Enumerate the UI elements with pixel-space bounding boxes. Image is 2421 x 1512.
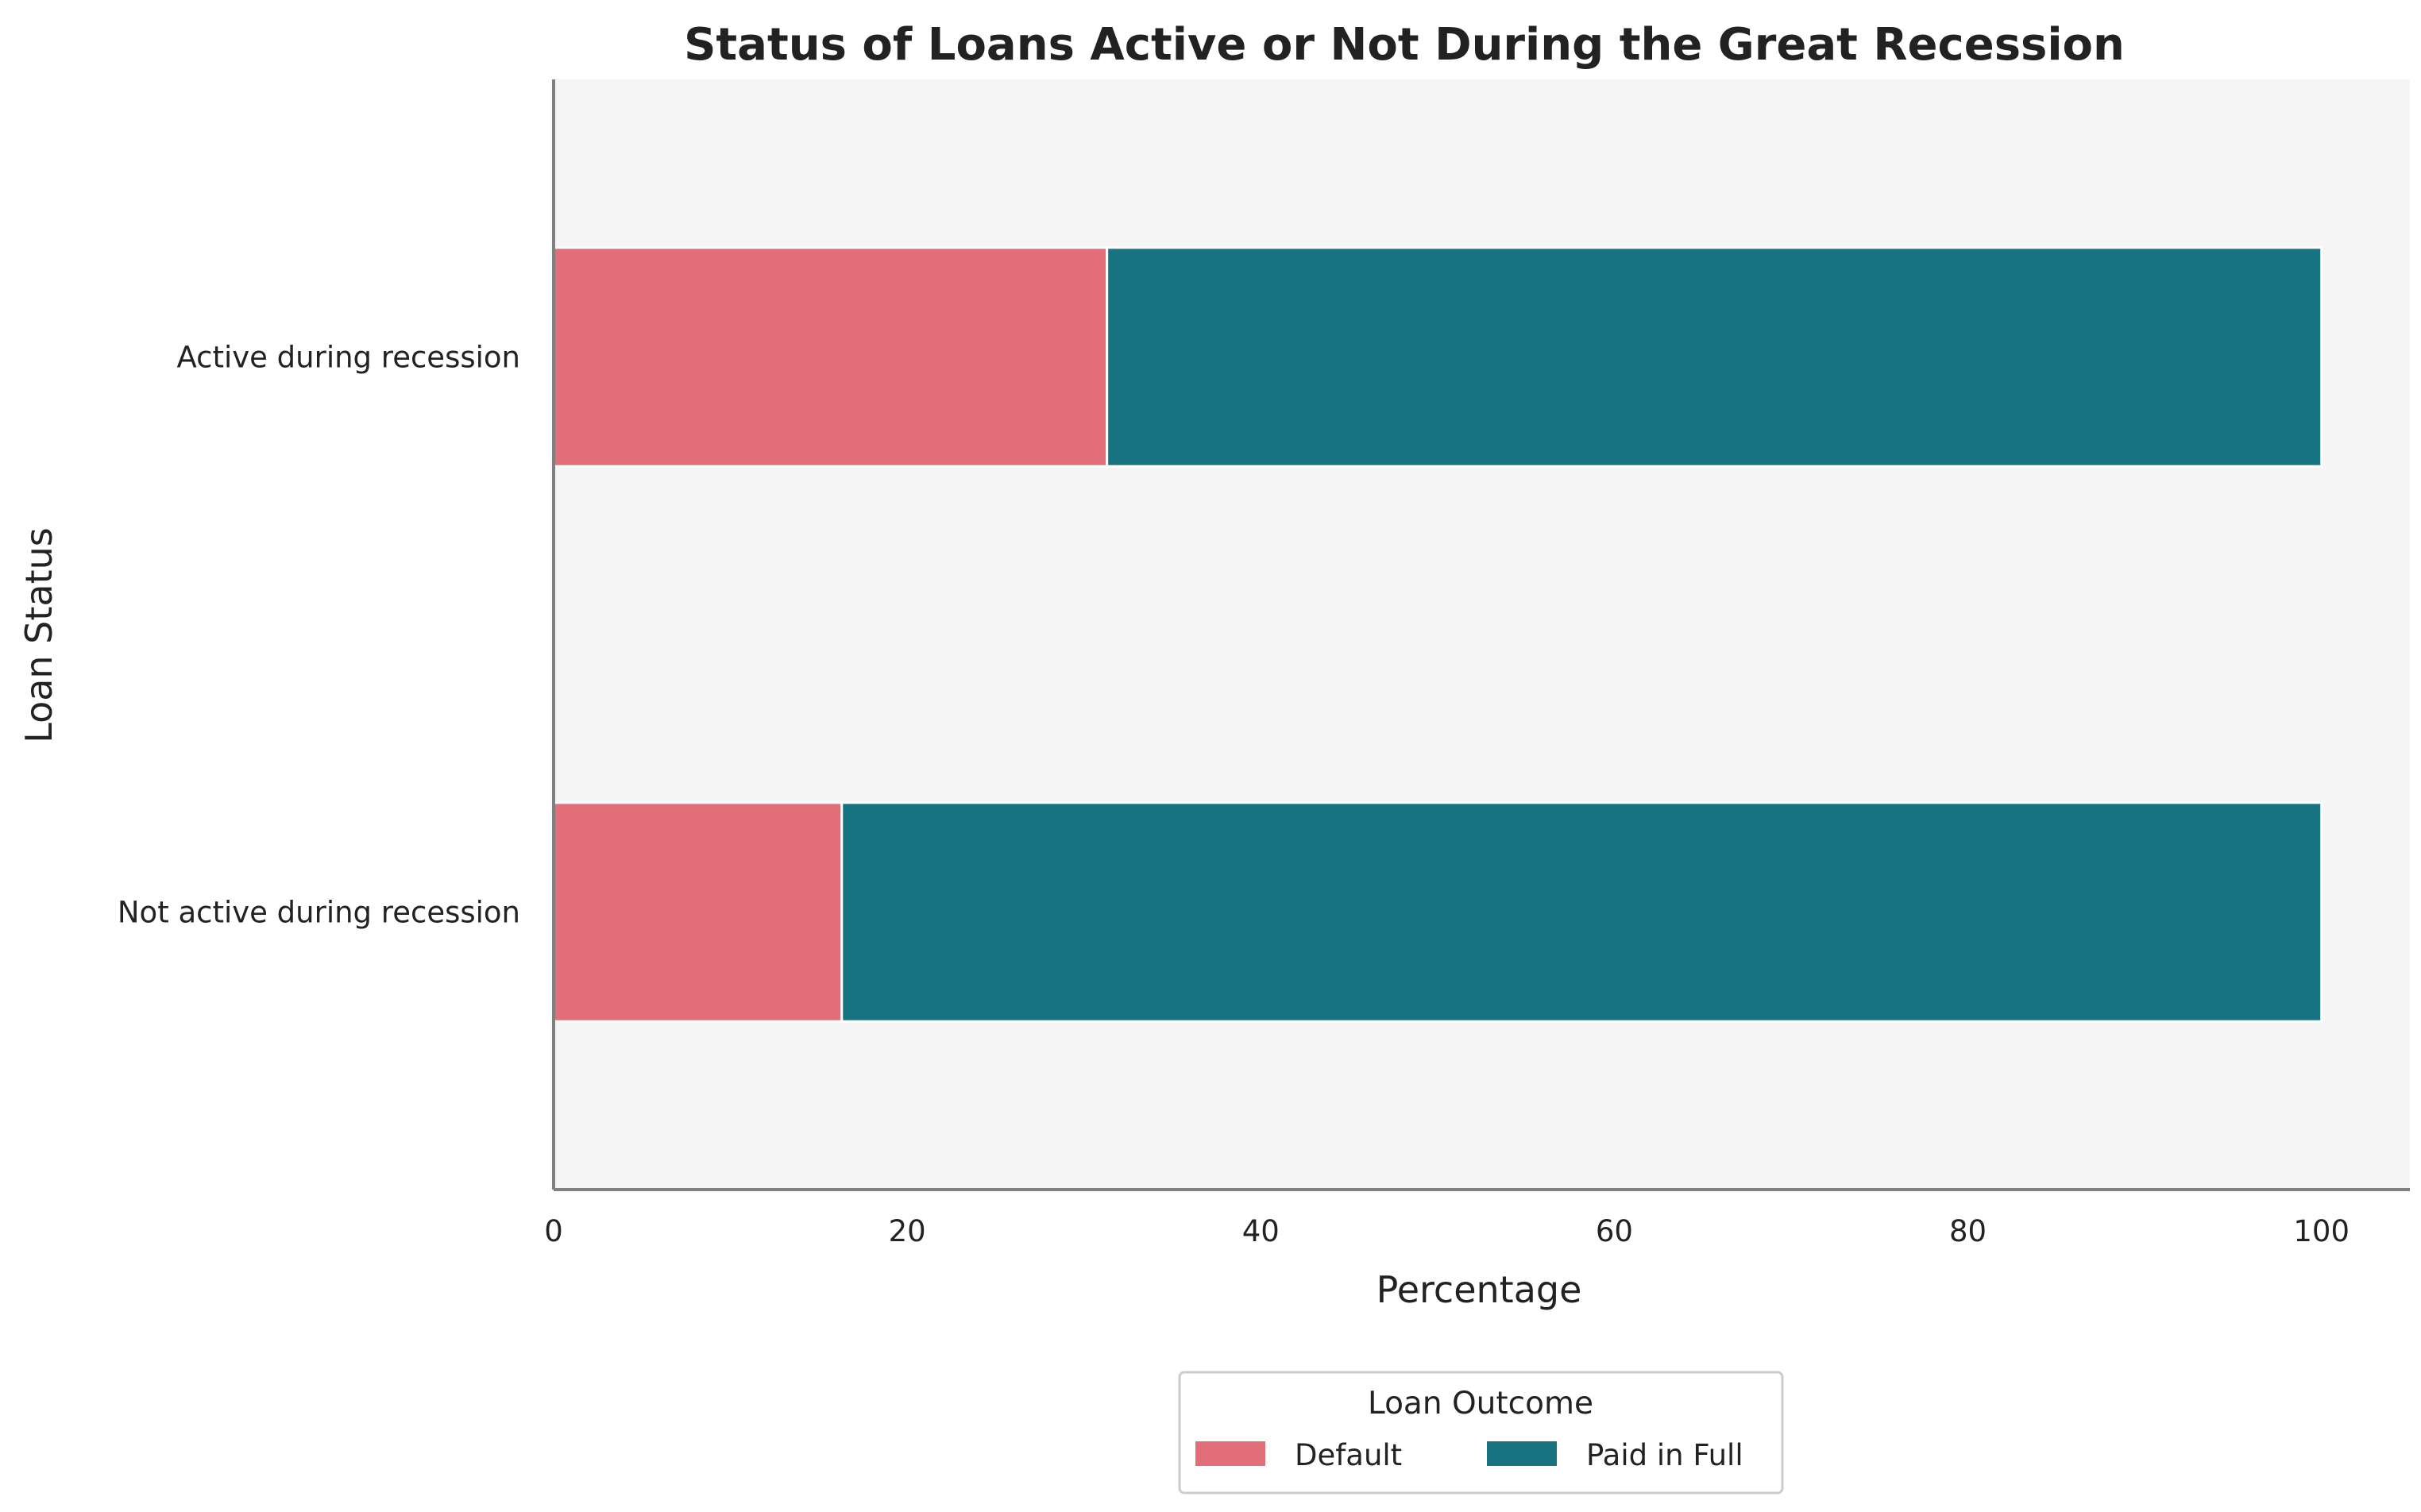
- bars-group: [552, 246, 2323, 1023]
- x-ticks-group: 0 20 40 60 80 100: [544, 1214, 2350, 1248]
- bar-default-1: [552, 801, 844, 1023]
- y-axis-label: Loan Status: [17, 527, 60, 743]
- x-tick-label: 100: [2293, 1214, 2350, 1248]
- legend-label-default: Default: [1295, 1438, 1402, 1472]
- legend-frame: [1178, 1371, 1784, 1495]
- plot-area: [554, 79, 2410, 1190]
- x-tick-label: 80: [1949, 1214, 1987, 1248]
- y-tick-label: Not active during recession: [118, 896, 520, 930]
- y-tick-label: Active during recession: [176, 341, 520, 375]
- x-axis-label: Percentage: [1377, 1268, 1582, 1311]
- x-tick-label: 60: [1596, 1214, 1633, 1248]
- bar-default-0: [552, 246, 1109, 468]
- legend-swatch-paid-in-full: [1487, 1441, 1557, 1466]
- x-tick-label: 0: [544, 1214, 563, 1248]
- x-tick-label: 20: [889, 1214, 926, 1248]
- bar-paid-in-full-1: [840, 801, 2323, 1023]
- legend: Loan Outcome Default Paid in Full: [1178, 1371, 1784, 1495]
- bar-paid-in-full-0: [1106, 246, 2323, 468]
- chart-title: Status of Loans Active or Not During the…: [684, 19, 2125, 71]
- y-ticks-group: Active during recession Not active during…: [118, 341, 520, 930]
- legend-title: Loan Outcome: [1368, 1386, 1593, 1421]
- legend-label-paid-in-full: Paid in Full: [1586, 1438, 1743, 1472]
- legend-swatch-default: [1195, 1441, 1265, 1466]
- x-tick-label: 40: [1242, 1214, 1280, 1248]
